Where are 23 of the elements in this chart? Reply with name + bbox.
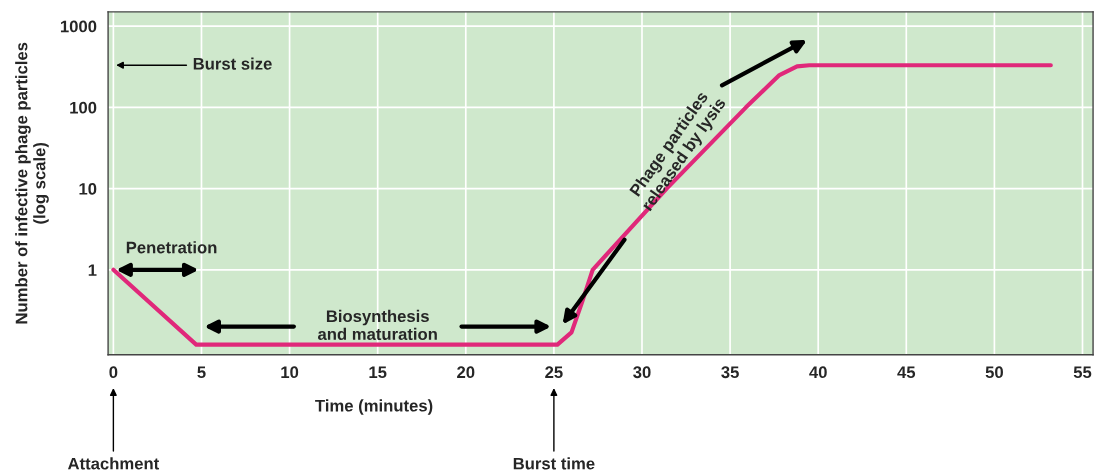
x-tick-label: 10 xyxy=(281,366,299,379)
y-axis-title: Number of infective phage particles (log scale) xyxy=(15,42,49,324)
x-tick-label: 20 xyxy=(457,366,475,379)
text: Attachment xyxy=(67,457,160,470)
x-axis-title: Time (minutes) xyxy=(315,399,433,415)
annotation: Penetration xyxy=(126,241,217,254)
x-tick-label: 50 xyxy=(985,366,1003,379)
text: Burst time xyxy=(513,457,595,470)
x-tick-label: 40 xyxy=(809,366,827,379)
x-tick-label: 45 xyxy=(897,366,916,379)
x-tick-label: 25 xyxy=(545,366,563,379)
annotation: Biosynthesis and maturation xyxy=(317,309,437,341)
x-tick-label: 55 xyxy=(1073,366,1092,379)
x-tick-label: 5 xyxy=(197,366,206,379)
x-tick-label: 0 xyxy=(109,366,118,379)
annotation: Burst size xyxy=(193,57,272,70)
y-tick-label: 100 xyxy=(70,101,97,114)
x-tick-label: 30 xyxy=(633,366,651,379)
x-tick-label: 35 xyxy=(721,366,739,379)
y-tick-label: 10 xyxy=(79,182,97,195)
y-tick-label: 1000 xyxy=(60,20,97,33)
y-tick-label: 1 xyxy=(88,264,97,276)
x-tick-label: 15 xyxy=(369,366,387,379)
